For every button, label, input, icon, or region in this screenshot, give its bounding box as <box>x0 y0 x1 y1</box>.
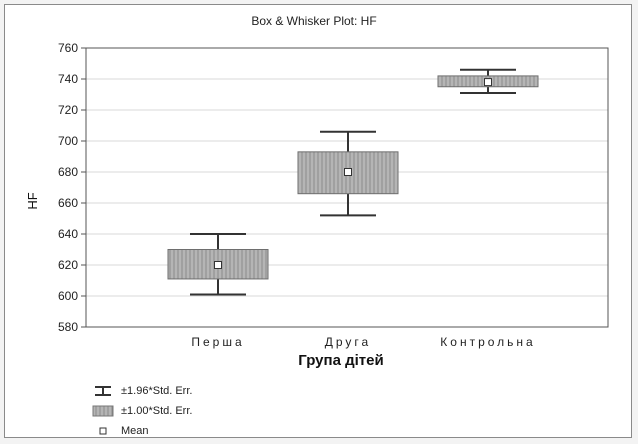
x-category-label: Контрольна <box>440 335 535 349</box>
whisker-icon <box>91 384 115 398</box>
box-group <box>437 68 539 94</box>
y-tick-label: 640 <box>58 227 78 241</box>
box-whisker-chart: Box & Whisker Plot: HF 580 600 620 640 660 68… <box>25 14 609 369</box>
y-tick-label: 680 <box>58 165 78 179</box>
legend-item-box: ±1.00*Std. Err. <box>91 401 192 421</box>
mean-marker <box>214 261 222 269</box>
y-tick-label: 600 <box>58 289 78 303</box>
y-tick-label: 740 <box>58 72 78 86</box>
chart-title: Box & Whisker Plot: HF <box>251 14 376 28</box>
legend-label-box: ±1.00*Std. Err. <box>121 405 193 417</box>
legend-item-whisker: ±1.96*Std. Err. <box>91 381 192 401</box>
y-tick-label: 580 <box>58 320 78 334</box>
y-tick-label: 760 <box>58 41 78 55</box>
x-axis-label: Група дітей <box>298 352 383 369</box>
plot-area <box>85 47 609 328</box>
mean-marker <box>344 168 352 176</box>
y-tick-label: 660 <box>58 196 78 210</box>
y-tick-label: 620 <box>58 258 78 272</box>
legend-item-mean: Mean <box>91 421 192 441</box>
legend: ±1.96*Std. Err. ±1.00*Std. Err. Mean <box>91 381 192 441</box>
box-icon <box>91 404 115 418</box>
chart-frame: Box & Whisker Plot: HF 580 600 620 640 660 68… <box>4 4 632 438</box>
x-category-label: Друга <box>325 335 371 349</box>
mean-icon <box>91 424 115 438</box>
y-axis-label: HF <box>25 192 40 209</box>
box-group <box>167 233 269 296</box>
mean-marker <box>484 78 492 87</box>
y-tick-label: 720 <box>58 103 78 117</box>
legend-label-whisker: ±1.96*Std. Err. <box>121 385 193 397</box>
x-category-label: Перша <box>191 335 244 349</box>
y-tick-label: 700 <box>58 134 78 148</box>
box-group <box>297 130 399 217</box>
legend-label-mean: Mean <box>121 425 149 437</box>
